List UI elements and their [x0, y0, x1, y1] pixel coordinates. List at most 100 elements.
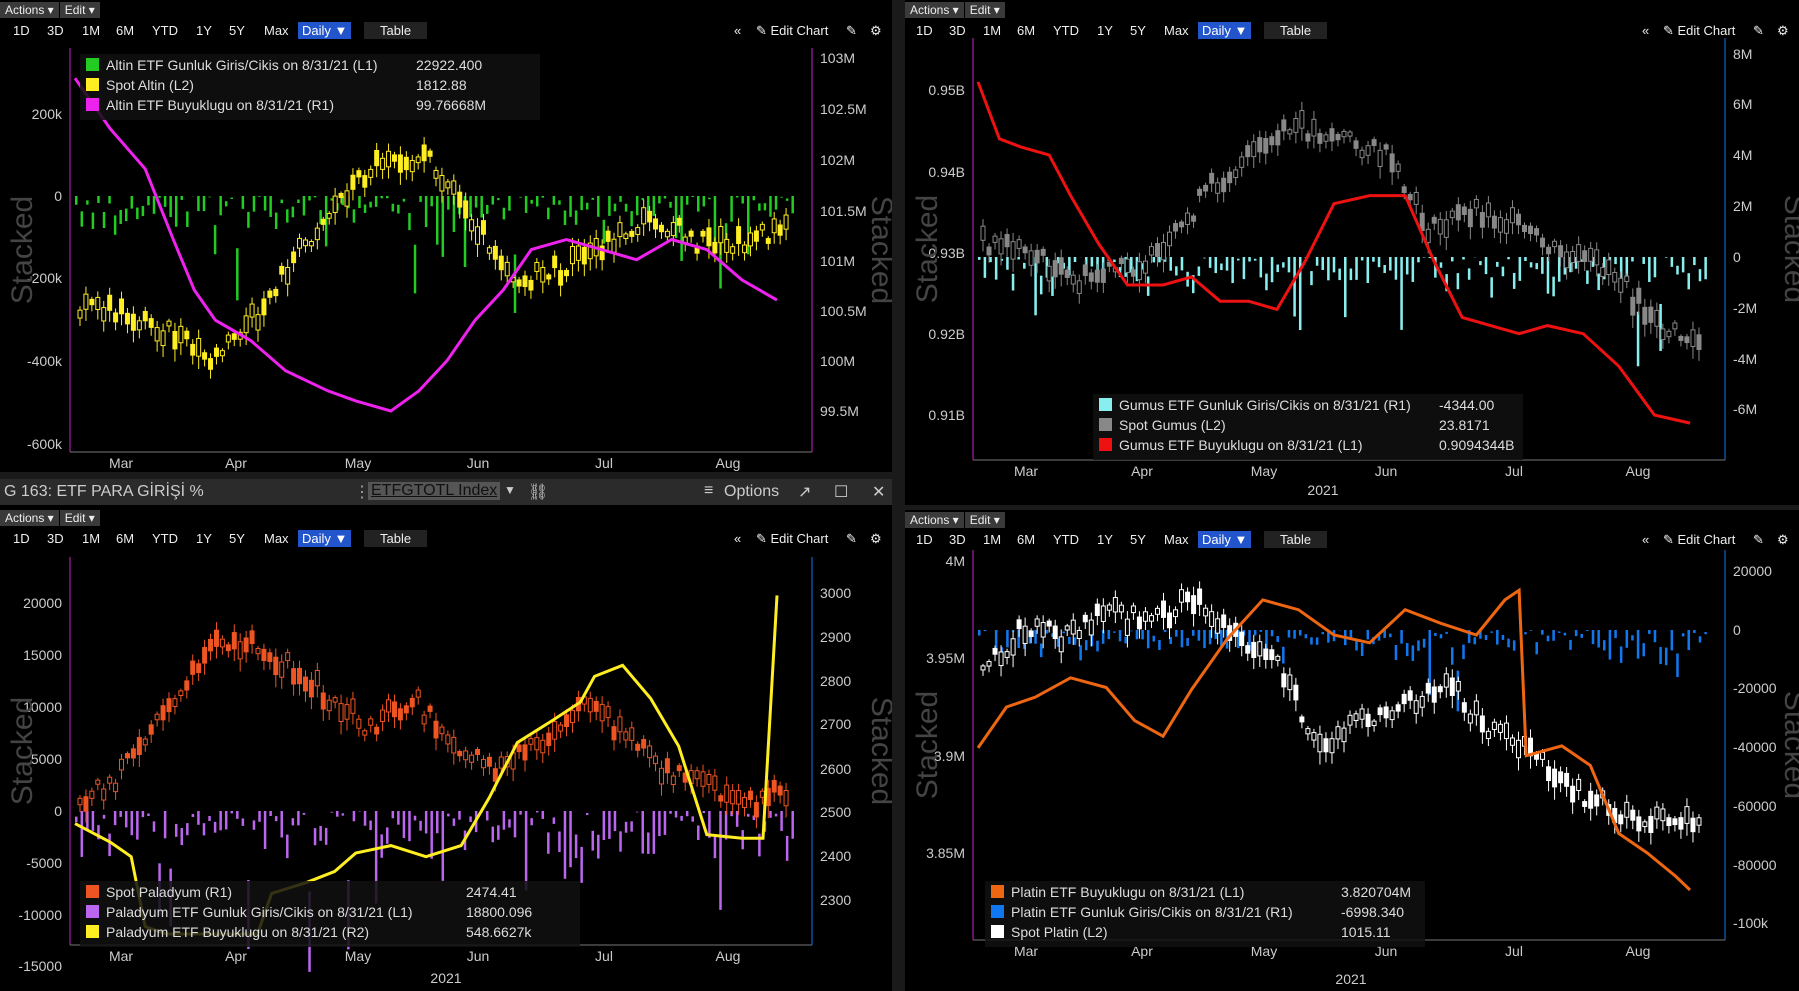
actions-menu[interactable]: Actions ▾	[0, 2, 59, 18]
period-3d[interactable]: 3D	[47, 531, 64, 546]
actions-menu[interactable]: Actions ▾	[0, 510, 59, 526]
period-1m[interactable]: 1M	[983, 532, 1002, 547]
period-3d[interactable]: 3D	[949, 23, 966, 38]
edit-chart-button[interactable]: ✎ Edit Chart	[756, 531, 829, 546]
pencil-icon[interactable]: ✎	[1753, 23, 1764, 38]
flow-bar	[330, 811, 333, 813]
flow-bar	[1698, 636, 1702, 643]
expand-icon[interactable]: ↗	[798, 484, 812, 501]
period-1y[interactable]: 1Y	[196, 23, 212, 38]
candle-body	[1540, 752, 1546, 760]
edit-chart-button[interactable]: ✎ Edit Chart	[756, 23, 829, 38]
pencil-icon[interactable]: ✎	[846, 531, 857, 546]
candle-body	[724, 238, 730, 253]
period-1d[interactable]: 1D	[13, 23, 30, 38]
period-max[interactable]: Max	[264, 531, 289, 546]
flow-bar	[535, 196, 539, 207]
link-icon[interactable]: ⛓	[528, 484, 549, 501]
candle-body	[362, 175, 368, 188]
edit-menu[interactable]: Edit ▾	[59, 510, 100, 526]
edit-chart-button[interactable]: ✎ Edit Chart	[1663, 532, 1736, 547]
candle-body	[1317, 133, 1323, 144]
edit-chart-button[interactable]: ✎ Edit Chart	[1663, 23, 1736, 38]
period-max[interactable]: Max	[1164, 532, 1189, 547]
flow-bar	[1496, 261, 1499, 267]
period-5y[interactable]: 5Y	[1130, 23, 1146, 38]
period-3d[interactable]: 3D	[949, 532, 966, 547]
table-button[interactable]: Table	[364, 22, 428, 39]
period-1y[interactable]: 1Y	[196, 531, 212, 546]
period-6m[interactable]: 6M	[116, 531, 135, 546]
gear-icon[interactable]: ⚙	[870, 531, 882, 546]
period-1y[interactable]: 1Y	[1097, 532, 1113, 547]
candle-body	[213, 347, 219, 357]
period-ytd[interactable]: YTD	[152, 531, 178, 546]
candle-body	[1239, 156, 1245, 168]
period-6m[interactable]: 6M	[1017, 532, 1036, 547]
ticker-input[interactable]: ETFGTOTL Index	[368, 482, 501, 500]
period-ytd[interactable]: YTD	[1053, 23, 1079, 38]
right-tick-label: 2700	[820, 716, 851, 732]
flow-bar	[1152, 635, 1156, 642]
period-1d[interactable]: 1D	[916, 23, 933, 38]
period-1y[interactable]: 1Y	[1097, 23, 1113, 38]
period-ytd[interactable]: YTD	[1053, 532, 1079, 547]
pencil-icon[interactable]: ✎	[1753, 532, 1764, 547]
period-1d[interactable]: 1D	[13, 531, 30, 546]
close-icon[interactable]: ✕	[872, 484, 886, 501]
options-button[interactable]: Options	[724, 483, 780, 500]
candle-body	[1528, 225, 1534, 235]
flow-bar	[174, 823, 178, 837]
period-1d[interactable]: 1D	[916, 532, 933, 547]
period-6m[interactable]: 6M	[1017, 23, 1036, 38]
edit-menu[interactable]: Edit ▾	[59, 2, 100, 18]
table-button[interactable]: Table	[1264, 22, 1328, 39]
actions-menu[interactable]: Actions ▾	[905, 512, 964, 528]
gear-icon[interactable]: ⚙	[870, 23, 882, 38]
frequency-dropdown[interactable]: Daily ▼	[1198, 531, 1252, 548]
candle-body	[986, 661, 992, 667]
collapse-icon[interactable]: «	[734, 531, 742, 546]
collapse-icon[interactable]: «	[734, 23, 742, 38]
ticker-dropdown-icon[interactable]: ▼	[504, 483, 516, 497]
candle-body	[1684, 336, 1690, 344]
candle-body	[1383, 706, 1389, 719]
actions-menu[interactable]: Actions ▾	[905, 2, 964, 18]
flow-bar	[1101, 630, 1105, 644]
period-5y[interactable]: 5Y	[229, 531, 245, 546]
edit-menu[interactable]: Edit ▾	[964, 2, 1005, 18]
period-max[interactable]: Max	[1164, 23, 1189, 38]
period-1m[interactable]: 1M	[82, 23, 101, 38]
gear-icon[interactable]: ⚙	[1777, 23, 1789, 38]
maximize-icon[interactable]: ☐	[834, 484, 849, 501]
options-menu-icon[interactable]: ≡	[704, 482, 714, 499]
table-button[interactable]: Table	[364, 530, 428, 547]
gear-icon[interactable]: ⚙	[1777, 532, 1789, 547]
candle-body	[249, 630, 255, 645]
candle-body	[1251, 641, 1257, 659]
table-button[interactable]: Table	[1264, 531, 1328, 548]
period-1m[interactable]: 1M	[82, 531, 101, 546]
period-5y[interactable]: 5Y	[1130, 532, 1146, 547]
flow-bar	[186, 211, 189, 227]
period-max[interactable]: Max	[264, 23, 289, 38]
period-1m[interactable]: 1M	[983, 23, 1002, 38]
pencil-icon[interactable]: ✎	[846, 23, 857, 38]
collapse-icon[interactable]: «	[1642, 532, 1650, 547]
period-ytd[interactable]: YTD	[152, 23, 178, 38]
candle-body	[1588, 790, 1594, 809]
period-6m[interactable]: 6M	[116, 23, 135, 38]
frequency-dropdown[interactable]: Daily ▼	[298, 22, 352, 39]
flow-bar	[391, 811, 395, 819]
edit-menu[interactable]: Edit ▾	[964, 512, 1005, 528]
collapse-icon[interactable]: «	[1642, 23, 1650, 38]
frequency-dropdown[interactable]: Daily ▼	[1198, 22, 1252, 39]
period-3d[interactable]: 3D	[47, 23, 64, 38]
flow-bar	[130, 196, 134, 209]
candle-body	[1281, 119, 1287, 132]
frequency-dropdown[interactable]: Daily ▼	[298, 530, 352, 547]
candle-body	[267, 290, 273, 298]
period-5y[interactable]: 5Y	[229, 23, 245, 38]
drag-handle-icon[interactable]: ⋮	[354, 484, 370, 501]
flow-bar	[1169, 637, 1172, 645]
